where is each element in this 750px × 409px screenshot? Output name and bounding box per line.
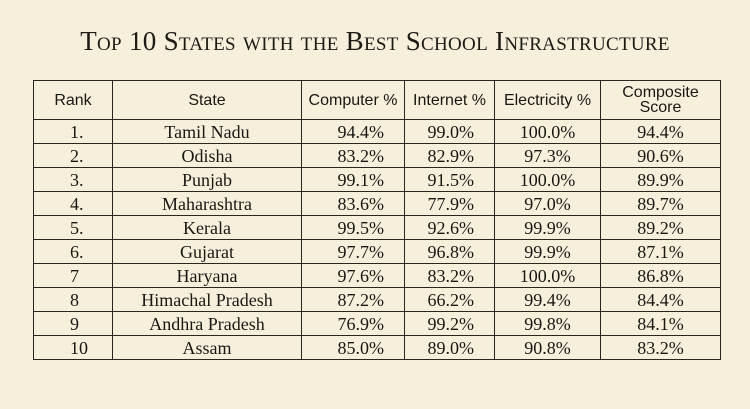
cell-composite-score: 83.2% xyxy=(600,335,721,360)
cell-computer: 76.9% xyxy=(301,311,405,336)
cell-internet: 96.8% xyxy=(404,239,495,264)
table-row: 7 Haryana 97.6% 83.2% 100.0% 86.8% xyxy=(33,263,721,288)
table-row: 4. Maharashtra 83.6% 77.9% 97.0% 89.7% xyxy=(33,191,721,216)
cell-electricity: 97.3% xyxy=(494,143,601,168)
cell-state: Odisha xyxy=(112,143,302,168)
cell-rank: 5. xyxy=(33,215,113,240)
table-row: 8 Himachal Pradesh 87.2% 66.2% 99.4% 84.4% xyxy=(33,287,721,312)
cell-computer: 99.1% xyxy=(301,167,405,192)
cell-computer: 87.2% xyxy=(301,287,405,312)
cell-state: Kerala xyxy=(112,215,302,240)
cell-electricity: 100.0% xyxy=(494,167,601,192)
cell-electricity: 100.0% xyxy=(494,119,601,144)
cell-state: Maharashtra xyxy=(112,191,302,216)
cell-state: Haryana xyxy=(112,263,302,288)
cell-rank: 3. xyxy=(33,167,113,192)
cell-electricity: 99.4% xyxy=(494,287,601,312)
cell-computer: 85.0% xyxy=(301,335,405,360)
header-computer: Computer % xyxy=(301,80,405,120)
cell-composite-score: 89.7% xyxy=(600,191,721,216)
cell-composite-score: 94.4% xyxy=(600,119,721,144)
header-internet: Internet % xyxy=(404,80,495,120)
table-row: 1. Tamil Nadu 94.4% 99.0% 100.0% 94.4% xyxy=(33,119,721,144)
cell-rank: 10 xyxy=(33,335,113,360)
cell-composite-score: 89.2% xyxy=(600,215,721,240)
cell-computer: 97.6% xyxy=(301,263,405,288)
cell-rank: 2. xyxy=(33,143,113,168)
cell-composite-score: 86.8% xyxy=(600,263,721,288)
table-header-row: Rank State Computer % Internet % Electri… xyxy=(33,80,721,120)
table-row: 10 Assam 85.0% 89.0% 90.8% 83.2% xyxy=(33,335,721,360)
cell-internet: 66.2% xyxy=(404,287,495,312)
cell-computer: 83.6% xyxy=(301,191,405,216)
cell-internet: 82.9% xyxy=(404,143,495,168)
table-row: 9 Andhra Pradesh 76.9% 99.2% 99.8% 84.1% xyxy=(33,311,721,336)
cell-internet: 99.0% xyxy=(404,119,495,144)
table-row: 5. Kerala 99.5% 92.6% 99.9% 89.2% xyxy=(33,215,721,240)
cell-computer: 83.2% xyxy=(301,143,405,168)
cell-state: Assam xyxy=(112,335,302,360)
table-row: 6. Gujarat 97.7% 96.8% 99.9% 87.1% xyxy=(33,239,721,264)
table-row: 3. Punjab 99.1% 91.5% 100.0% 89.9% xyxy=(33,167,721,192)
cell-electricity: 100.0% xyxy=(494,263,601,288)
cell-internet: 77.9% xyxy=(404,191,495,216)
page-title: Top 10 States with the Best School Infra… xyxy=(80,26,670,56)
cell-rank: 9 xyxy=(33,311,113,336)
cell-electricity: 90.8% xyxy=(494,335,601,360)
cell-rank: 7 xyxy=(33,263,113,288)
cell-state: Gujarat xyxy=(112,239,302,264)
cell-composite-score: 89.9% xyxy=(600,167,721,192)
cell-internet: 92.6% xyxy=(404,215,495,240)
cell-composite-score: 90.6% xyxy=(600,143,721,168)
header-composite-score: Composite Score xyxy=(600,80,721,120)
cell-electricity: 99.9% xyxy=(494,215,601,240)
cell-computer: 99.5% xyxy=(301,215,405,240)
header-rank: Rank xyxy=(33,80,113,120)
cell-composite-score: 84.1% xyxy=(600,311,721,336)
cell-state: Tamil Nadu xyxy=(112,119,302,144)
cell-composite-score: 84.4% xyxy=(600,287,721,312)
cell-rank: 6. xyxy=(33,239,113,264)
cell-internet: 99.2% xyxy=(404,311,495,336)
cell-electricity: 99.9% xyxy=(494,239,601,264)
header-electricity: Electricity % xyxy=(494,80,601,120)
cell-state: Andhra Pradesh xyxy=(112,311,302,336)
cell-rank: 8 xyxy=(33,287,113,312)
header-state: State xyxy=(112,80,302,120)
cell-computer: 94.4% xyxy=(301,119,405,144)
cell-rank: 1. xyxy=(33,119,113,144)
cell-internet: 91.5% xyxy=(404,167,495,192)
cell-state: Punjab xyxy=(112,167,302,192)
cell-composite-score: 87.1% xyxy=(600,239,721,264)
cell-computer: 97.7% xyxy=(301,239,405,264)
cell-electricity: 97.0% xyxy=(494,191,601,216)
cell-state: Himachal Pradesh xyxy=(112,287,302,312)
cell-rank: 4. xyxy=(33,191,113,216)
table-row: 2. Odisha 83.2% 82.9% 97.3% 90.6% xyxy=(33,143,721,168)
infrastructure-table: Rank State Computer % Internet % Electri… xyxy=(33,80,721,360)
cell-internet: 89.0% xyxy=(404,335,495,360)
cell-internet: 83.2% xyxy=(404,263,495,288)
cell-electricity: 99.8% xyxy=(494,311,601,336)
